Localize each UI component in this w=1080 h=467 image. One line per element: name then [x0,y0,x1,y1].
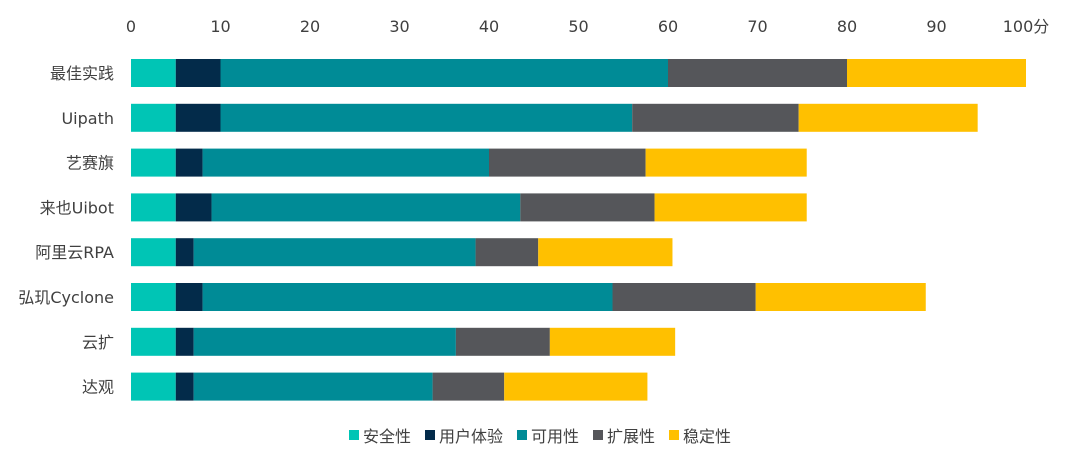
bar-segment [175,103,221,132]
category-label: 达观 [82,378,114,397]
bar-segment [131,327,176,356]
bar-segment [131,148,176,177]
legend-label: 安全性 [362,427,411,446]
x-tick-label: 90 [926,17,946,36]
category-label: 来也Uibot [40,198,114,217]
bar-segment [175,59,221,87]
category-label: 艺赛旗 [66,154,114,173]
bar-segment [193,238,476,267]
x-tick-label: 10 [210,17,230,36]
x-tick-label: 30 [389,17,409,36]
bar-segment [612,283,756,311]
bar-segment [175,283,203,311]
bar-segment [202,148,489,177]
x-tick-label: 60 [658,17,678,36]
legend-label: 稳定性 [683,427,732,446]
bar-segment [175,148,203,177]
legend-swatch [516,430,527,440]
x-tick-label: 40 [479,17,499,36]
bar-segment [220,59,668,87]
bar-segment [645,148,807,177]
bar-segment [432,372,505,401]
bar-segment [632,103,799,132]
category-label: 弘玑Cyclone [18,288,114,307]
bar-segment [455,327,550,356]
bar-segment [131,238,176,267]
x-tick-label: 70 [747,17,767,36]
bars [131,59,1026,401]
bar-segment [131,372,176,401]
category-label: 最佳实践 [50,64,114,83]
bar-segment [549,327,676,356]
bar-segment [131,283,176,311]
bar-segment [193,327,456,356]
legend-item: 可用性 [516,423,579,447]
bar-segment [668,59,847,87]
bar-segment [538,238,673,267]
bar-segment [220,103,633,132]
category-label: 云扩 [82,333,114,352]
bar-segment [755,283,926,311]
bar-segment [131,103,176,132]
bar-segment [175,193,212,222]
legend: 安全性 用户体验 可用性 扩展性 稳定性 [0,423,1080,447]
legend-label: 扩展性 [607,427,656,446]
x-tick-label: 20 [300,17,320,36]
bar-segment [202,283,613,311]
category-label: Uipath [61,109,114,128]
bar-segment [654,193,807,222]
legend-item: 稳定性 [669,423,731,447]
legend-label: 可用性 [530,427,579,446]
bar-segment [193,372,433,401]
bar-segment [798,103,978,132]
category-label: 阿里云RPA [35,243,114,262]
bar-segment [131,59,176,87]
legend-item: 安全性 [348,423,411,447]
legend-swatch [348,430,359,440]
stacked-bar-chart: 0 10 20 30 40 50 60 70 80 90 100分 最佳实践 Uipath 艺赛旗来也U… [18,17,1049,401]
bar-segment [175,372,194,401]
bar-segment [211,193,521,222]
bar-segment [520,193,655,222]
legend-item: 扩展性 [593,423,655,447]
bar-segment [504,372,648,401]
bar-segment [175,327,194,356]
legend-swatch [424,430,435,440]
x-tick-label: 100分 [1003,17,1050,36]
x-tick-label: 80 [837,17,857,36]
bar-segment [489,148,646,177]
x-tick-label: 0 [126,17,136,36]
legend-label: 用户体验 [438,427,503,446]
x-axis-ticks: 0 10 20 30 40 50 60 70 80 90 100分 [126,17,1049,36]
legend-swatch [593,430,603,440]
bar-segment [475,238,539,267]
bar-segment [175,238,194,267]
bar-segment [131,193,176,222]
legend-item: 用户体验 [424,423,503,447]
bar-segment [847,59,1026,87]
x-tick-label: 50 [568,17,588,36]
legend-swatch [669,430,680,440]
